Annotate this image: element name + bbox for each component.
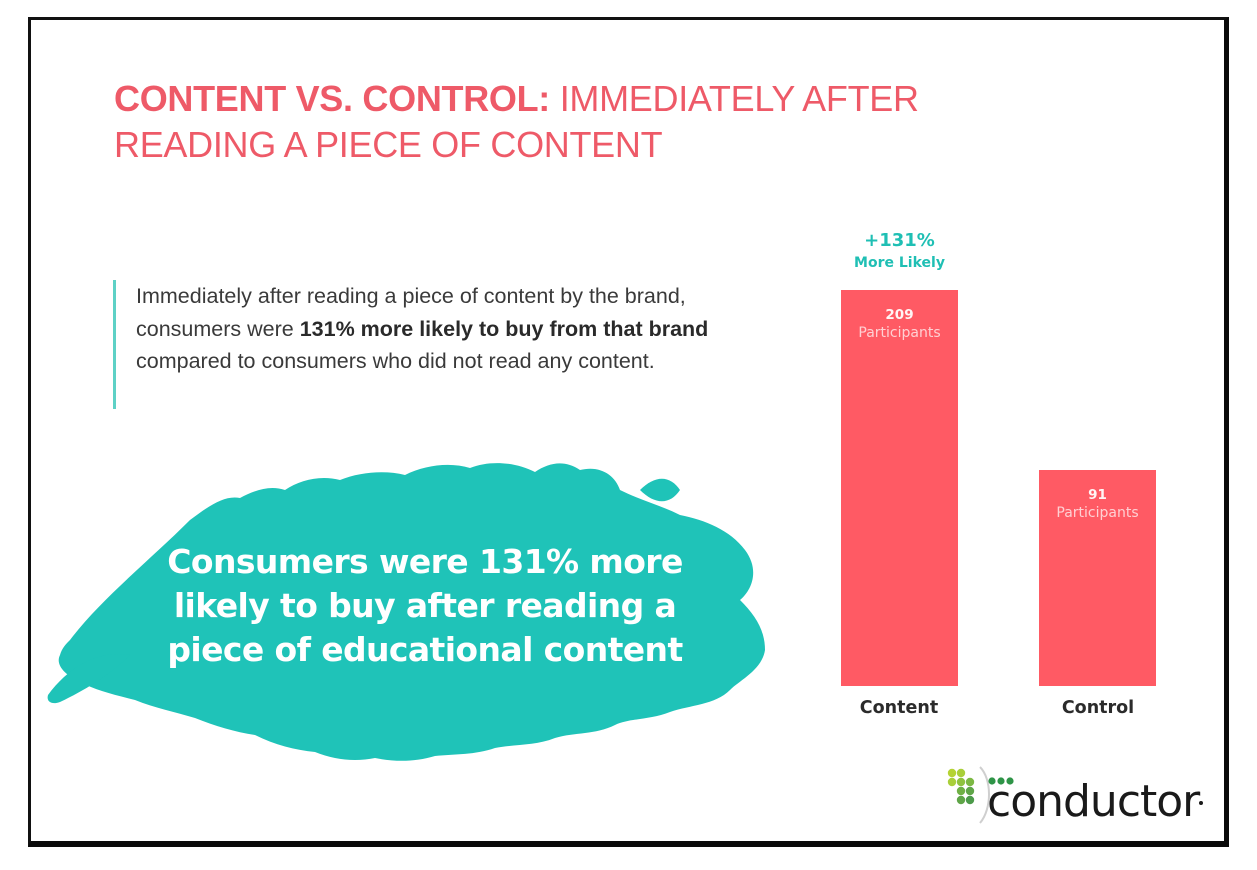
title-light-part-2: READING A PIECE OF CONTENT: [114, 124, 663, 165]
category-label-content: Content: [859, 698, 939, 718]
quote-accent-rule: [113, 280, 116, 409]
category-label-control: Control: [1061, 698, 1135, 718]
teal-brush-blob: [47, 463, 766, 761]
bar-control: 91 Participants: [1039, 470, 1156, 686]
conductor-wordmark: conductor: [987, 776, 1200, 827]
title-light-part-1: IMMEDIATELY AFTER: [550, 78, 919, 119]
uplift-value: +131%: [864, 230, 935, 251]
conductor-dots-logo-icon: [947, 766, 1014, 824]
callout-line-1: Consumers were 131% more: [167, 542, 683, 581]
quote-paragraph: Immediately after reading a piece of con…: [136, 280, 716, 378]
content-uplift-annotation: +131% More Likely: [841, 229, 958, 273]
callout-line-3: piece of educational content: [167, 630, 683, 669]
quote-text-bold: 131% more likely to buy from that brand: [299, 316, 709, 341]
wordmark-dot: [1199, 801, 1203, 805]
uplift-label: More Likely: [854, 255, 945, 271]
quote-text-2: compared to consumers who did not read a…: [136, 349, 655, 373]
callout-text: Consumers were 131% more likely to buy a…: [100, 540, 750, 672]
bar-control-value: 91: [1088, 487, 1107, 503]
bar-content: 209 Participants: [841, 290, 958, 686]
slide-title: CONTENT VS. CONTROL: IMMEDIATELY AFTER R…: [114, 76, 954, 168]
bar-content-value: 209: [885, 307, 914, 323]
callout-line-2: likely to buy after reading a: [173, 586, 677, 625]
quote-text-1: Immediately after reading a piece of con…: [136, 284, 686, 341]
bar-control-unit: Participants: [1056, 505, 1139, 521]
title-bold-part: CONTENT VS. CONTROL:: [114, 78, 550, 119]
bar-content-unit: Participants: [858, 325, 941, 341]
